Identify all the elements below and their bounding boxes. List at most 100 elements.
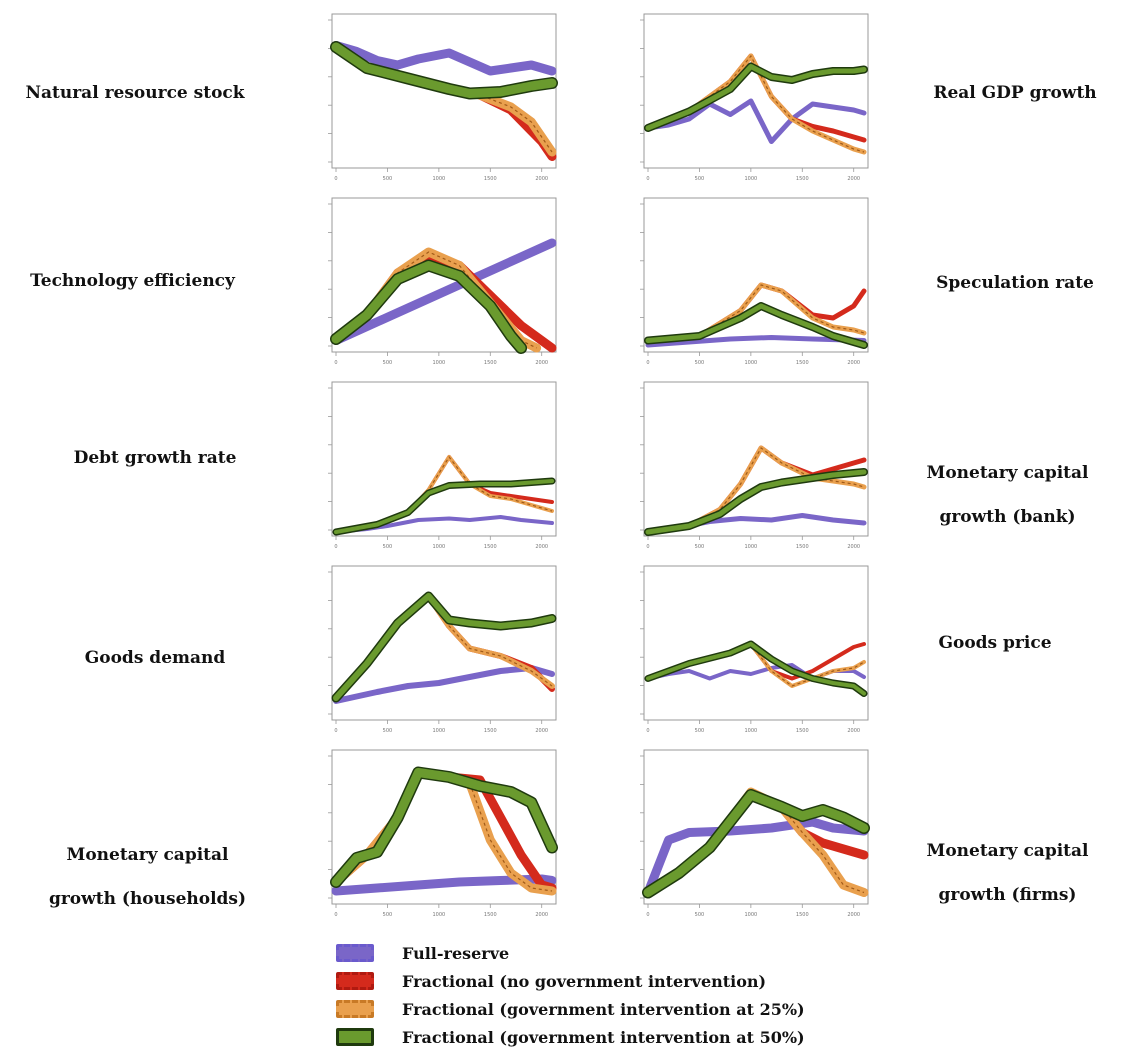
- series-line: [333, 593, 555, 701]
- plot-frame: [331, 13, 557, 169]
- legend-item-fractional-intervention-50: Fractional (government intervention at 5…: [336, 1024, 805, 1050]
- x-tick-label: 0: [334, 728, 337, 734]
- x-tick-label: 2000: [847, 360, 860, 366]
- x-tick-label: 1000: [432, 176, 445, 182]
- x-tick-label: 1000: [744, 176, 757, 182]
- row-label-natural-resource-stock: Natural resource stock: [25, 83, 245, 103]
- x-tick-label: 1000: [432, 544, 445, 550]
- x-tick-label: 0: [334, 912, 337, 918]
- row-label-text: growth (households): [48, 889, 247, 909]
- x-tick-label: 500: [383, 360, 393, 366]
- x-tick-label: 1000: [744, 360, 757, 366]
- x-tick-label: 500: [695, 176, 705, 182]
- x-tick-label: 1000: [744, 728, 757, 734]
- x-tick-label: 1000: [744, 912, 757, 918]
- chart-svg: 0 500 1000 1500 2000: [328, 197, 557, 366]
- chart-svg: 0 500 1000 1500 2000: [328, 749, 558, 918]
- row-label-text: growth (bank): [939, 507, 1076, 527]
- series-line: [645, 64, 867, 131]
- x-tick-label: 1000: [432, 912, 445, 918]
- row-label-monetary-capital-growth-bank: Monetary capital growth (bank): [905, 440, 1110, 528]
- legend-swatch-fractional-intervention-25: [336, 1000, 374, 1018]
- series-line: [331, 41, 557, 76]
- x-tick-label: 0: [334, 176, 337, 182]
- legend-label-full-reserve: Full-reserve: [402, 943, 510, 963]
- chart-speculation-rate: 0 500 1000 1500 2000: [612, 192, 872, 368]
- chart-svg: 0 500 1000 1500 2000: [328, 381, 557, 550]
- legend-swatch-full-reserve: [336, 944, 374, 962]
- plot-frame: [331, 197, 557, 353]
- x-tick-label: 500: [383, 728, 393, 734]
- x-tick-label: 0: [646, 728, 649, 734]
- chart-monetary-capital-growth-households: 0 500 1000 1500 2000: [300, 744, 560, 920]
- series-line: [645, 98, 867, 144]
- row-label-text: growth (firms): [938, 885, 1077, 905]
- x-tick-label: 2000: [535, 176, 548, 182]
- legend-label-fractional-no-intervention: Fractional (no government intervention): [402, 971, 767, 991]
- x-tick-label: 1500: [484, 728, 497, 734]
- chart-svg: 0 500 1000 1500 2000: [640, 565, 869, 734]
- x-tick-label: 1000: [432, 360, 445, 366]
- series-line-dashes: [335, 595, 553, 699]
- row-label-text: Monetary capital: [926, 841, 1089, 861]
- series-line-dashes: [647, 54, 865, 153]
- series-line: [333, 665, 555, 704]
- x-tick-label: 2000: [847, 912, 860, 918]
- plot-frame: [331, 565, 557, 721]
- x-tick-label: 0: [646, 176, 649, 182]
- series-line-outline: [330, 766, 558, 888]
- plot-frame: [643, 197, 869, 353]
- legend-swatch-fractional-intervention-50: [336, 1028, 374, 1046]
- x-tick-label: 2000: [847, 544, 860, 550]
- series-line: [645, 303, 867, 348]
- series-line: [645, 469, 867, 535]
- x-tick-label: 1500: [484, 360, 497, 366]
- legend-item-full-reserve: Full-reserve: [336, 940, 509, 966]
- x-tick-label: 500: [383, 912, 393, 918]
- series-line: [643, 817, 869, 897]
- row-label-monetary-capital-growth-firms: Monetary capital growth (firms): [905, 818, 1110, 906]
- series-line-dashes: [647, 447, 865, 533]
- x-tick-label: 0: [334, 360, 337, 366]
- series-line: [334, 479, 554, 534]
- series-line-dashes: [647, 643, 865, 687]
- plot-frame: [331, 749, 557, 905]
- x-tick-label: 500: [383, 544, 393, 550]
- chart-svg: 0 500 1000 1500 2000: [640, 381, 869, 550]
- row-label-real-gdp-growth: Real GDP growth: [933, 83, 1097, 103]
- row-label-text: Monetary capital: [66, 845, 229, 865]
- x-tick-label: 1500: [796, 912, 809, 918]
- series-line-outline: [644, 62, 868, 132]
- x-tick-label: 1500: [484, 544, 497, 550]
- chart-monetary-capital-growth-bank: 0 500 1000 1500 2000: [612, 376, 872, 552]
- x-tick-label: 1500: [484, 176, 497, 182]
- plot-frame: [331, 381, 557, 537]
- chart-svg: 0 500 1000 1500 2000: [328, 13, 558, 182]
- x-tick-label: 0: [646, 360, 649, 366]
- plot-frame: [643, 13, 869, 169]
- legend-item-fractional-no-intervention: Fractional (no government intervention): [336, 968, 766, 994]
- legend-swatch-fractional-no-intervention: [336, 972, 374, 990]
- row-label-goods-price: Goods price: [938, 633, 1052, 653]
- x-tick-label: 2000: [535, 912, 548, 918]
- x-tick-label: 1500: [484, 912, 497, 918]
- legend-label-fractional-intervention-50: Fractional (government intervention at 5…: [402, 1027, 805, 1047]
- x-tick-label: 1500: [796, 176, 809, 182]
- chart-svg: 0 500 1000 1500 2000: [328, 565, 557, 734]
- x-tick-label: 2000: [847, 728, 860, 734]
- x-tick-label: 500: [383, 176, 393, 182]
- series-line: [331, 261, 526, 353]
- chart-svg: 0 500 1000 1500 2000: [640, 197, 869, 366]
- series-line: [331, 42, 557, 98]
- row-label-monetary-capital-growth-households: Monetary capital growth (households): [10, 822, 285, 910]
- row-label-goods-demand: Goods demand: [84, 648, 226, 668]
- legend-label-fractional-intervention-25: Fractional (government intervention at 2…: [402, 999, 805, 1019]
- x-tick-label: 500: [695, 544, 705, 550]
- series-line: [643, 790, 869, 897]
- x-tick-label: 2000: [847, 176, 860, 182]
- x-tick-label: 2000: [535, 544, 548, 550]
- x-tick-label: 500: [695, 912, 705, 918]
- series-line: [331, 238, 557, 345]
- chart-goods-price: 0 500 1000 1500 2000: [612, 560, 872, 736]
- x-tick-label: 500: [695, 360, 705, 366]
